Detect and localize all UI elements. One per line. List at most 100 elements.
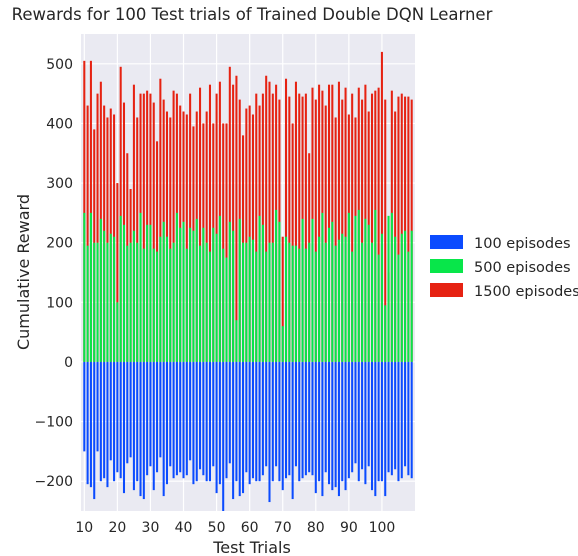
- bar-100-episodes: [175, 361, 178, 476]
- bar-500-episodes: [89, 212, 92, 362]
- bar-100-episodes: [192, 361, 195, 485]
- bar-500-episodes: [298, 248, 301, 362]
- bar-100-episodes: [136, 361, 139, 482]
- bar-1500-episodes: [119, 66, 122, 362]
- bar-100-episodes: [347, 361, 350, 479]
- bar-1500-episodes: [205, 111, 208, 362]
- bar-100-episodes: [298, 361, 301, 482]
- bar-500-episodes: [169, 248, 172, 362]
- bar-500-episodes: [222, 248, 225, 362]
- y-tick-label: −100: [35, 415, 73, 431]
- bar-1500-episodes: [185, 114, 188, 362]
- bar-100-episodes: [89, 361, 92, 488]
- bar-1500-episodes: [265, 75, 268, 362]
- bar-100-episodes: [261, 361, 264, 476]
- bar-100-episodes: [344, 361, 347, 491]
- bar-1500-episodes: [318, 84, 321, 362]
- bar-500-episodes: [103, 230, 106, 362]
- y-tick-label: −200: [35, 474, 73, 490]
- bar-100-episodes: [251, 361, 254, 479]
- bar-500-episodes: [324, 242, 327, 362]
- bar-1500-episodes: [288, 96, 291, 362]
- bar-100-episodes: [83, 361, 86, 452]
- bars: [83, 51, 413, 511]
- bar-500-episodes: [162, 221, 165, 362]
- bar-500-episodes: [364, 218, 367, 362]
- y-tick-label: 0: [64, 355, 73, 371]
- bar-100-episodes: [225, 361, 228, 479]
- bar-100-episodes: [278, 361, 281, 482]
- bar-500-episodes: [146, 224, 149, 362]
- bar-100-episodes: [285, 361, 288, 479]
- bar-500-episodes: [318, 236, 321, 362]
- bar-100-episodes: [341, 361, 344, 482]
- x-axis-label: Test Trials: [212, 538, 291, 556]
- bar-100-episodes: [364, 361, 367, 485]
- bar-500-episodes: [212, 227, 215, 362]
- bar-100-episodes: [301, 361, 304, 479]
- bar-1500-episodes: [285, 78, 288, 362]
- bar-1500-episodes: [271, 93, 274, 362]
- bar-500-episodes: [304, 248, 307, 362]
- bar-500-episodes: [232, 230, 235, 362]
- bar-1500-episodes: [215, 93, 218, 362]
- bar-100-episodes: [139, 361, 142, 497]
- y-tick-label: 200: [46, 236, 73, 252]
- bar-500-episodes: [132, 230, 135, 362]
- bar-500-episodes: [109, 233, 112, 362]
- bar-100-episodes: [314, 361, 317, 494]
- bar-100-episodes: [380, 361, 383, 482]
- bar-1500-episodes: [83, 60, 86, 362]
- bar-100-episodes: [218, 361, 221, 485]
- bar-1500-episodes: [397, 96, 400, 362]
- bar-1500-episodes: [370, 93, 374, 362]
- bar-500-episodes: [301, 218, 304, 362]
- bar-500-episodes: [390, 212, 393, 362]
- bar-500-episodes: [285, 236, 288, 362]
- bar-500-episodes: [407, 251, 410, 362]
- bar-500-episodes: [99, 218, 102, 362]
- bar-500-episodes: [387, 215, 390, 362]
- bar-500-episodes: [225, 257, 228, 362]
- bar-100-episodes: [149, 361, 152, 467]
- bar-100-episodes: [410, 361, 413, 479]
- bar-500-episodes: [397, 254, 400, 362]
- bar-1500-episodes: [132, 84, 135, 362]
- bar-500-episodes: [182, 221, 185, 362]
- bar-100-episodes: [377, 361, 380, 482]
- bar-100-episodes: [165, 361, 169, 485]
- bar-500-episodes: [205, 242, 208, 362]
- bar-1500-episodes: [89, 60, 92, 362]
- bar-100-episodes: [93, 361, 96, 500]
- bar-500-episodes: [311, 218, 314, 362]
- bar-500-episodes: [334, 245, 337, 362]
- bar-100-episodes: [390, 361, 393, 476]
- bar-500-episodes: [238, 218, 241, 362]
- bar-500-episodes: [294, 245, 297, 362]
- bar-1500-episodes: [208, 84, 211, 362]
- bar-100-episodes: [394, 361, 397, 470]
- bar-100-episodes: [400, 361, 403, 479]
- legend-label-1500-episodes: 1500 episodes: [474, 284, 578, 300]
- bar-500-episodes: [175, 212, 178, 362]
- bar-100-episodes: [232, 361, 235, 500]
- bar-100-episodes: [255, 361, 258, 482]
- bar-100-episodes: [308, 361, 311, 473]
- y-tick-label: 300: [46, 176, 73, 192]
- bar-500-episodes: [195, 218, 198, 362]
- bar-500-episodes: [159, 236, 162, 362]
- bar-500-episodes: [129, 242, 132, 362]
- x-tick-label: 80: [307, 520, 325, 536]
- bar-100-episodes: [268, 361, 271, 503]
- bar-500-episodes: [202, 227, 205, 362]
- bar-1500-episodes: [334, 117, 337, 362]
- bar-100-episodes: [195, 361, 198, 482]
- bar-100-episodes: [129, 361, 132, 458]
- bar-100-episodes: [271, 361, 274, 482]
- bar-100-episodes: [242, 361, 245, 494]
- x-tick-label: 50: [208, 520, 226, 536]
- bar-100-episodes: [228, 361, 231, 464]
- bar-100-episodes: [132, 361, 135, 491]
- bar-100-episodes: [208, 361, 211, 482]
